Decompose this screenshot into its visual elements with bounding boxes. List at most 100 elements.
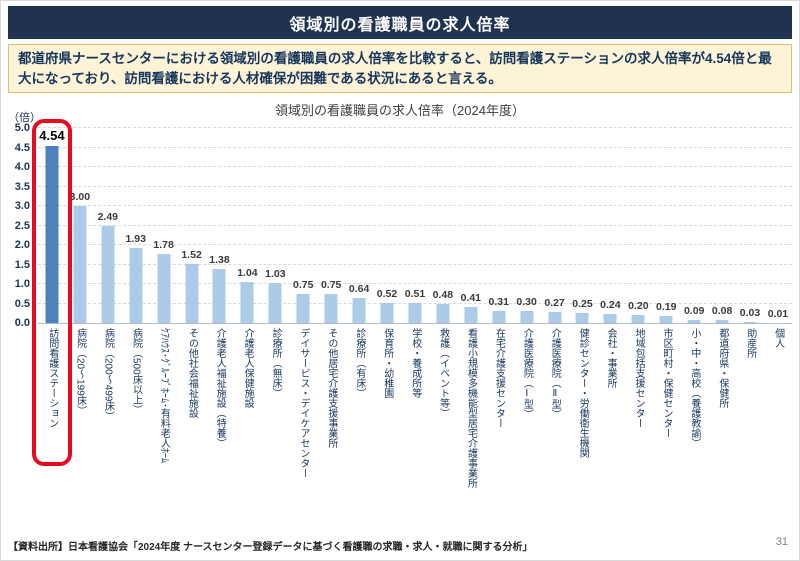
bar-slot: 0.03 (736, 128, 764, 323)
bar-value-label: 2.49 (97, 210, 119, 223)
x-category-label: 病院（500床以上） (130, 328, 142, 415)
bar-slot: 0.24 (596, 128, 624, 323)
bar (268, 282, 282, 323)
x-label-slot: 介護医療院（Ⅱ型） (541, 328, 569, 514)
bar-value-label: 0.08 (711, 304, 733, 317)
x-label-slot: 介護老人福祉施設（特養） (206, 328, 234, 514)
bar (45, 145, 59, 323)
bar-value-label: 0.20 (628, 300, 649, 313)
bar-slot: 0.48 (429, 128, 457, 323)
bar-value-label: 1.03 (265, 267, 286, 280)
x-label-slot: 診療所（有床） (345, 328, 373, 514)
x-category-label: 介護老人福祉施設（特養） (214, 328, 226, 448)
bar (715, 319, 729, 323)
bar-slot: 1.04 (233, 128, 261, 323)
bar-value-label: 0.24 (600, 298, 621, 311)
bar-value-label: 0.03 (739, 306, 761, 319)
x-category-label: 在宅介護支援センター (493, 328, 505, 428)
plot-area: 4.54 3.00 2.49 1.93 1.78 1.52 1.38 1.04 1.03 0.75… (38, 127, 792, 324)
y-tick-label: 1.5 (14, 258, 30, 271)
bar-slot: 1.03 (261, 128, 289, 323)
x-label-slot: 病院（20～199床） (66, 328, 94, 514)
x-label-slot: 都道府県・保健所 (708, 328, 736, 514)
x-label-slot: その他社会福祉施設 (178, 328, 206, 514)
x-category-label: 助産所 (744, 328, 756, 358)
y-tick-label: 1.0 (14, 278, 30, 290)
bar (129, 247, 143, 323)
bar-value-label: 0.64 (348, 283, 370, 296)
bar-slot: 0.09 (680, 128, 708, 323)
x-label-slot: 健診センター・労働衛生機関 (569, 328, 597, 514)
gridline (38, 244, 792, 245)
bar (212, 269, 226, 323)
bar-value-label: 3.00 (69, 191, 91, 203)
bar (240, 282, 254, 323)
bar-slot: 0.27 (541, 128, 569, 323)
page-number: 31 (775, 536, 788, 548)
chart-title: 領域別の看護職員の求人倍率（2024年度） (275, 103, 525, 118)
bar-value-label: 1.93 (125, 232, 146, 245)
x-category-label: 個人 (772, 328, 784, 348)
gridline (38, 263, 792, 265)
gridline (38, 283, 792, 284)
bar-value-label: 0.51 (404, 288, 426, 301)
bar (492, 310, 506, 323)
x-label-slot: 病院（200～499床） (94, 328, 122, 514)
bar-value-label: 0.75 (320, 278, 342, 291)
x-category-label: 病院（20～199床） (74, 328, 86, 416)
bar-value-label: 1.04 (237, 267, 258, 280)
bar-value-label: 0.27 (544, 297, 565, 310)
bar (659, 315, 673, 323)
x-label-slot: 小・中・高校（養護教諭） (680, 328, 708, 514)
bar-value-label: 0.52 (376, 287, 398, 300)
x-category-label: 地域包括支援センター (633, 328, 645, 428)
x-category-label: デイサービス・デイケアセンター (298, 328, 309, 478)
bar-slot: 1.93 (122, 128, 150, 323)
x-axis-labels: 訪問看護ステーション 病院（20～199床） 病院（200～499床） 病院（500床… (38, 328, 792, 514)
x-label-slot: 病院（500床以上） (122, 328, 150, 514)
bar-slot: 0.19 (652, 128, 680, 323)
bar-slot: 0.30 (513, 128, 541, 323)
x-category-label: 介護医療院（Ⅰ型） (521, 328, 533, 419)
y-tick-label: 2.5 (14, 219, 30, 232)
x-label-slot: 介護老人保健施設 (233, 328, 261, 514)
bar (575, 313, 589, 323)
x-label-slot: 介護医療院（Ⅰ型） (513, 328, 541, 514)
bar (324, 293, 338, 323)
x-label-slot: 地域包括支援センター (624, 328, 652, 514)
x-label-slot: 会社・事業所 (596, 328, 624, 514)
x-label-slot: その他居宅介護支援事業所 (317, 328, 345, 514)
y-tick-label: 4.5 (14, 141, 30, 154)
bar-slot: 1.52 (178, 128, 206, 323)
x-category-label: 市区町村・保健センター (660, 328, 672, 438)
y-tick-label: 0.0 (14, 317, 30, 329)
x-category-label: 保育所・幼稚園 (381, 328, 393, 398)
y-tick-label: 4.0 (14, 161, 30, 173)
x-label-slot: 診療所（無床） (261, 328, 289, 514)
bar-slot: 0.31 (485, 128, 513, 323)
bar-value-label: 0.30 (516, 296, 537, 309)
x-category-label: 病院（200～499床） (102, 328, 114, 422)
bar (408, 303, 422, 323)
x-label-slot: 個人 (764, 328, 792, 514)
bar-slot: 0.51 (401, 128, 429, 323)
bar-value-label: 0.31 (488, 295, 509, 308)
gridline (38, 302, 792, 304)
x-category-label: 介護医療院（Ⅱ型） (549, 328, 561, 419)
bar (631, 315, 645, 323)
bar-slot: 0.08 (708, 128, 736, 323)
x-category-label: 会社・事業所 (605, 328, 617, 388)
bar-slot: 0.52 (373, 128, 401, 323)
x-category-label: 学校・養成所等 (409, 328, 421, 398)
bar (436, 304, 450, 323)
x-category-label: 介護老人保健施設 (242, 328, 254, 408)
x-label-slot: 在宅介護支援センター (485, 328, 513, 514)
summary-box: 都道府県ナースセンターにおける領域別の看護職員の求人倍率を比較すると、訪問看護ス… (8, 44, 792, 94)
x-label-slot: 助産所 (736, 328, 764, 514)
x-category-label: 看護小規模多機能型居宅介護事業所 (465, 328, 477, 488)
x-label-slot: 看護小規模多機能型居宅介護事業所 (457, 328, 485, 514)
x-category-label: その他社会福祉施設 (186, 328, 198, 418)
page-title: 領域別の看護職員の求人倍率 (8, 6, 792, 39)
bar-value-label: 0.25 (572, 298, 593, 311)
